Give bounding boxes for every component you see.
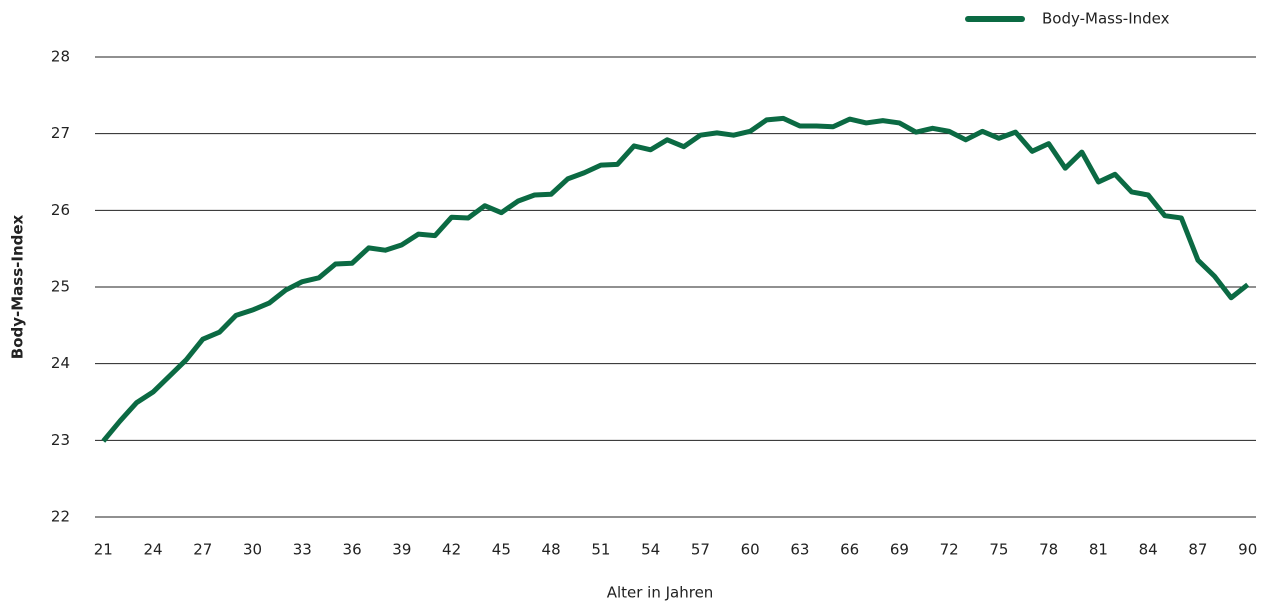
data-line bbox=[101, 115, 1250, 443]
x-tick-label: 54 bbox=[641, 541, 660, 559]
x-tick-label: 24 bbox=[144, 541, 163, 559]
y-tick-label: 26 bbox=[51, 201, 70, 219]
x-tick-label: 45 bbox=[492, 541, 511, 559]
x-tick-label: 87 bbox=[1188, 541, 1207, 559]
y-tick-label: 27 bbox=[51, 124, 70, 142]
x-tick-label: 72 bbox=[940, 541, 959, 559]
x-tick-label: 42 bbox=[442, 541, 461, 559]
x-tick-label: 30 bbox=[243, 541, 262, 559]
x-tick-label: 21 bbox=[94, 541, 113, 559]
x-tick-label: 48 bbox=[542, 541, 561, 559]
y-tick-label: 23 bbox=[51, 431, 70, 449]
x-tick-label: 75 bbox=[989, 541, 1008, 559]
x-tick-label: 60 bbox=[741, 541, 760, 559]
x-tick-label: 57 bbox=[691, 541, 710, 559]
x-tick-label: 36 bbox=[343, 541, 362, 559]
y-tick-label: 28 bbox=[51, 48, 70, 66]
x-tick-label: 78 bbox=[1039, 541, 1058, 559]
legend-label: Body-Mass-Index bbox=[1042, 10, 1170, 28]
x-tick-label: 69 bbox=[890, 541, 909, 559]
x-tick-label: 27 bbox=[193, 541, 212, 559]
x-tick-label: 33 bbox=[293, 541, 312, 559]
x-tick-label: 81 bbox=[1089, 541, 1108, 559]
y-tick-label: 24 bbox=[51, 354, 70, 372]
y-tick-label: 25 bbox=[51, 278, 70, 296]
x-tick-label: 90 bbox=[1238, 541, 1257, 559]
y-axis-title: Body-Mass-Index bbox=[9, 214, 27, 359]
x-tick-label: 39 bbox=[392, 541, 411, 559]
x-axis-title: Alter in Jahren bbox=[607, 584, 714, 602]
x-tick-label: 51 bbox=[591, 541, 610, 559]
y-tick-label: 22 bbox=[51, 508, 70, 526]
x-tick-label: 63 bbox=[790, 541, 809, 559]
x-tick-label: 84 bbox=[1139, 541, 1158, 559]
x-tick-label: 66 bbox=[840, 541, 859, 559]
